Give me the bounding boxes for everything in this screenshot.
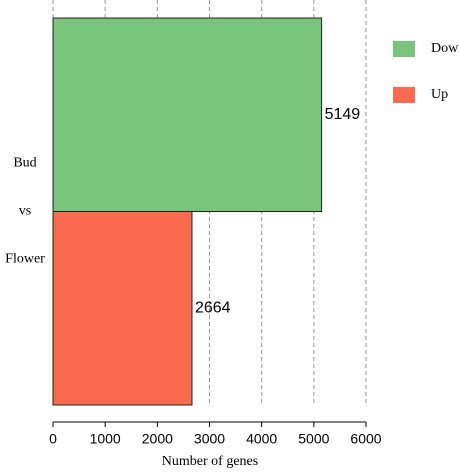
y-tick-label: Flower — [5, 252, 45, 267]
legend-label: Up — [431, 87, 448, 102]
y-tick-label: Bud — [13, 156, 36, 171]
bar — [52, 17, 323, 212]
x-tick-label: 0 — [49, 431, 57, 447]
legend-swatch — [393, 87, 415, 103]
data-label: 2664 — [195, 299, 231, 316]
x-tick-label: 1000 — [90, 431, 121, 447]
x-axis-label: Number of genes — [162, 454, 258, 469]
x-tick-label: 3000 — [194, 431, 225, 447]
bar — [52, 211, 193, 406]
x-tick-label: 2000 — [142, 431, 173, 447]
data-label: 5149 — [325, 106, 361, 123]
legend-swatch — [393, 41, 415, 57]
legend-label: Down — [431, 41, 459, 56]
y-tick-label: vs — [19, 204, 31, 219]
x-tick-label: 5000 — [298, 431, 329, 447]
x-tick-label: 4000 — [246, 431, 277, 447]
x-tick-label: 6000 — [350, 431, 381, 447]
